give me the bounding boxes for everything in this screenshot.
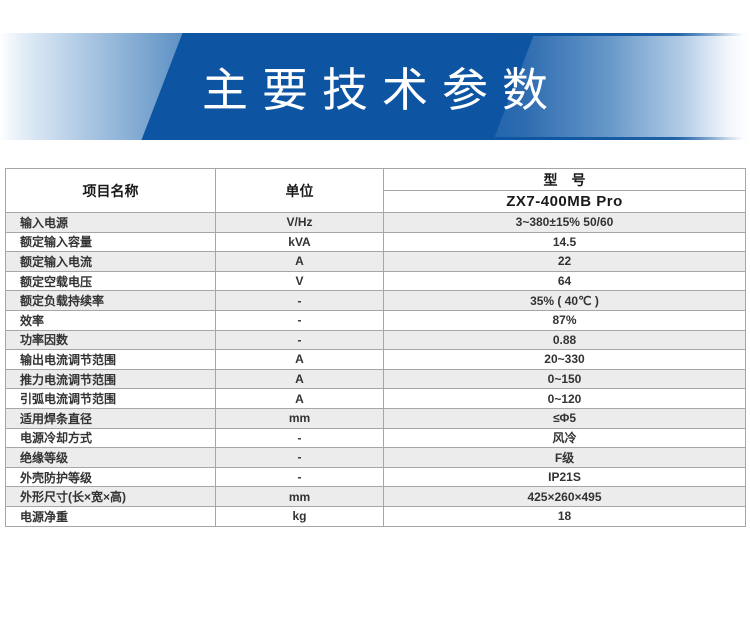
row-unit: A [215, 251, 384, 272]
header-unit: 单位 [215, 168, 384, 213]
row-value: 87% [383, 309, 746, 331]
row-value: 0~120 [383, 388, 746, 409]
row-value: F级 [383, 447, 746, 468]
table-row: 效率 -87% [5, 309, 746, 331]
row-value: 20~330 [383, 349, 746, 370]
table-row: 适用焊条直径 mm ≤Φ5 [5, 407, 746, 429]
row-label: 电源净重 [5, 505, 216, 527]
table-row: 外壳防护等级 - IP21S [5, 466, 746, 488]
header-model-value: ZX7-400MB Pro [383, 190, 746, 213]
row-value: 3~380±15% 50/60 [383, 212, 746, 233]
table-row: 额定输入电流 A 22 [5, 251, 746, 272]
row-label: 输出电流调节范围 [5, 349, 216, 370]
row-value: 14.5 [383, 231, 746, 253]
row-unit: - [215, 309, 384, 331]
row-value: 0~150 [383, 368, 746, 390]
row-unit: mm [215, 486, 384, 507]
table-row: 额定输入容量 kVA 14.5 [5, 231, 746, 253]
row-value: 22 [383, 251, 746, 272]
row-label: 额定空载电压 [5, 270, 216, 292]
row-unit: A [215, 388, 384, 409]
header-item-name: 项目名称 [5, 168, 216, 213]
row-label: 功率因数 [5, 329, 216, 351]
row-value: 35% ( 40℃ ) [383, 290, 746, 311]
header-model-label: 型 号 [383, 168, 746, 191]
row-label: 电源冷却方式 [5, 427, 216, 449]
spec-table: 项目名称 单位 型 号 ZX7-400MB Pro 输入电源 V/Hz 3~380±… [5, 168, 746, 527]
table-row: 额定空载电压 V 64 [5, 270, 746, 292]
row-label: 效率 [5, 309, 216, 331]
table-row: 外形尺寸(长×宽×高) mm 425×260×495 [5, 486, 746, 507]
row-label: 适用焊条直径 [5, 407, 216, 429]
table-row: 电源冷却方式 - 风冷 [5, 427, 746, 449]
row-unit: - [215, 329, 384, 351]
table-row: 额定负载持续率 -35% ( 40℃ ) [5, 290, 746, 311]
header-row-2: ZX7-400MB Pro [6, 190, 746, 213]
row-label: 额定负载持续率 [5, 290, 216, 311]
table-row: 绝缘等级 - F级 [5, 447, 746, 468]
row-unit: mm [215, 407, 384, 429]
row-label: 绝缘等级 [5, 447, 216, 468]
row-label: 额定输入电流 [5, 251, 216, 272]
row-value: 18 [383, 505, 746, 527]
row-value: 风冷 [383, 427, 746, 449]
spec-table-header: 项目名称 单位 型 号 ZX7-400MB Pro [5, 168, 746, 213]
row-value: 0.88 [383, 329, 746, 351]
row-unit: kVA [215, 231, 384, 253]
row-unit: - [215, 290, 384, 311]
table-row: 引弧电流调节范围 A 0~120 [5, 388, 746, 409]
row-value: 64 [383, 270, 746, 292]
row-label: 引弧电流调节范围 [5, 388, 216, 409]
row-unit: A [215, 349, 384, 370]
row-label: 外形尺寸(长×宽×高) [5, 486, 216, 507]
table-row: 电源净重 kg 18 [5, 505, 746, 527]
table-row: 输出电流调节范围 A 20~330 [5, 349, 746, 370]
page-title: 主要技术参数 [202, 63, 562, 116]
row-label: 额定输入容量 [5, 231, 216, 253]
row-value: 425×260×495 [383, 486, 746, 507]
row-unit: - [215, 466, 384, 488]
row-unit: - [215, 427, 384, 449]
row-label: 推力电流调节范围 [5, 368, 216, 390]
header-row-1: 项目名称 单位 型 号 [5, 168, 746, 213]
table-row: 功率因数 -0.88 [5, 329, 746, 351]
row-unit: - [215, 447, 384, 468]
row-value: ≤Φ5 [383, 407, 746, 429]
row-unit: V/Hz [215, 212, 384, 233]
row-unit: kg [215, 505, 384, 527]
row-label: 外壳防护等级 [5, 466, 216, 488]
row-unit: V [215, 270, 384, 292]
table-row: 推力电流调节范围 A 0~150 [5, 368, 746, 390]
title-banner: 主要技术参数 [0, 33, 750, 140]
row-label: 输入电源 [5, 212, 216, 233]
spec-table-body: 输入电源 V/Hz 3~380±15% 50/60 额定输入容量 kVA 14.5 额定输入… [5, 212, 746, 527]
row-value: IP21S [383, 466, 746, 488]
row-unit: A [215, 368, 384, 390]
table-row: 输入电源 V/Hz 3~380±15% 50/60 [5, 212, 746, 233]
